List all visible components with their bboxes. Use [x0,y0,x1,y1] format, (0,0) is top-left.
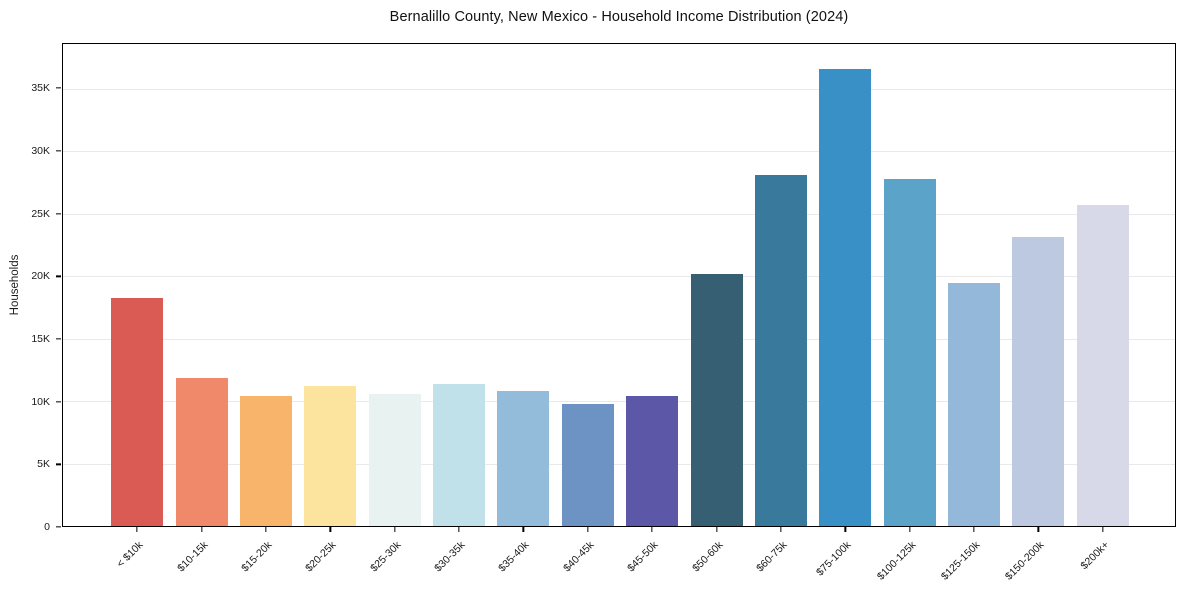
bar-slot: $30-35k [427,44,491,574]
x-tick-mark [200,527,203,532]
bar [948,283,1001,526]
plot-area: < $10k $10-15k $15-20k $20-25k $25-30k $30-35… [62,43,1176,583]
bar-slot: < $10k [105,44,169,570]
x-tick-mark [909,527,911,532]
x-tick-label: $40-45k [560,539,597,575]
bar [883,178,936,526]
y-tick-mark [56,526,61,528]
y-tick-mark [56,87,61,89]
x-tick-label: $50-60k [689,539,726,575]
x-tick-label: $30-35k [432,539,468,575]
chart-title: Bernalillo County, New Mexico - Househol… [389,9,849,25]
bar [368,394,421,526]
bar-slot: $125-150k [939,44,1006,583]
x-tick-mark [522,527,525,532]
bar-slot: $40-45k [556,44,620,574]
y-tick-label: 20K [31,270,50,283]
bar [1076,205,1129,526]
bar [497,391,550,526]
bar [626,396,679,526]
x-tick-mark [587,527,589,532]
bar-slot: $100-125k [875,44,942,583]
bar [304,386,357,526]
x-tick-label: $60-75k [754,539,790,575]
x-tick-mark [844,527,846,532]
bar-slot: $35-40k [491,44,555,574]
x-tick-mark [136,527,138,532]
y-tick-mark [56,400,61,403]
bar-slot: $25-30k [363,44,427,574]
x-tick-mark [1102,527,1104,532]
x-tick-mark [458,527,460,532]
gridline [63,151,1175,153]
bar [1012,236,1065,526]
bar [239,396,292,526]
x-tick-mark [651,527,653,532]
bar [561,404,614,526]
bars-container: < $10k $10-15k $15-20k $20-25k $25-30k $30-35… [63,44,1175,583]
bar [433,384,486,526]
x-tick-mark [715,527,718,532]
bar-slot: $10-15k [169,44,233,574]
gridline [63,276,1175,278]
bar-slot: $60-75k [749,44,813,574]
x-tick-label: $75-100k [814,539,854,579]
gridline [63,88,1175,90]
y-tick-mark [56,275,61,277]
y-tick-mark [56,463,61,465]
bar [111,298,164,526]
y-tick-label: 0 [44,521,50,533]
y-tick-label: 35K [31,82,50,95]
x-tick-label: $45-50k [625,539,661,575]
gridline [63,401,1175,403]
x-tick-label: $150-200k [1003,539,1047,583]
x-tick-mark [329,527,331,532]
y-tick-mark [56,212,61,215]
x-tick-label: $25-30k [367,539,404,575]
gridline [63,338,1175,340]
bar-slot: $150-200k [1003,44,1070,583]
bar-slot: $200k+ [1071,44,1135,572]
bar [175,378,228,526]
y-tick-mark [56,150,61,152]
y-tick-label: 5K [37,458,50,471]
x-tick-label: $10-15k [174,539,211,575]
x-tick-label: $35-40k [496,539,532,575]
y-tick-label: 15K [31,332,50,345]
x-tick-mark [394,527,396,532]
bar-slot: $50-60k [684,44,748,574]
x-tick-mark [1037,527,1040,532]
y-tick-label: 30K [31,144,50,157]
x-tick-mark [973,527,975,532]
bar [690,273,743,526]
y-axis-label: Households [9,254,21,316]
x-tick-label: $125-150k [938,539,983,583]
bar [754,175,807,526]
x-tick-label: $20-25k [303,539,339,575]
y-tick-label: 10K [31,395,50,408]
bar-slot: $20-25k [298,44,362,574]
bar-slot: $15-20k [234,44,298,574]
x-tick-mark [265,527,267,532]
x-tick-mark [780,527,782,532]
bar [819,68,872,526]
bar-slot: $75-100k [813,44,877,578]
y-tick-label: 25K [31,207,50,220]
y-axis: Households 0 5K 10K 15K 20K 25K 30K 35K [0,43,62,533]
x-tick-label: $100-125k [874,539,919,583]
x-tick-label: < $10k [114,539,146,570]
x-tick-label: $15-20k [239,539,275,575]
gridline [63,213,1175,215]
bar-slot: $45-50k [620,44,684,574]
gridline [63,463,1175,465]
x-tick-label: $200k+ [1078,539,1112,573]
y-tick-mark [56,338,61,340]
